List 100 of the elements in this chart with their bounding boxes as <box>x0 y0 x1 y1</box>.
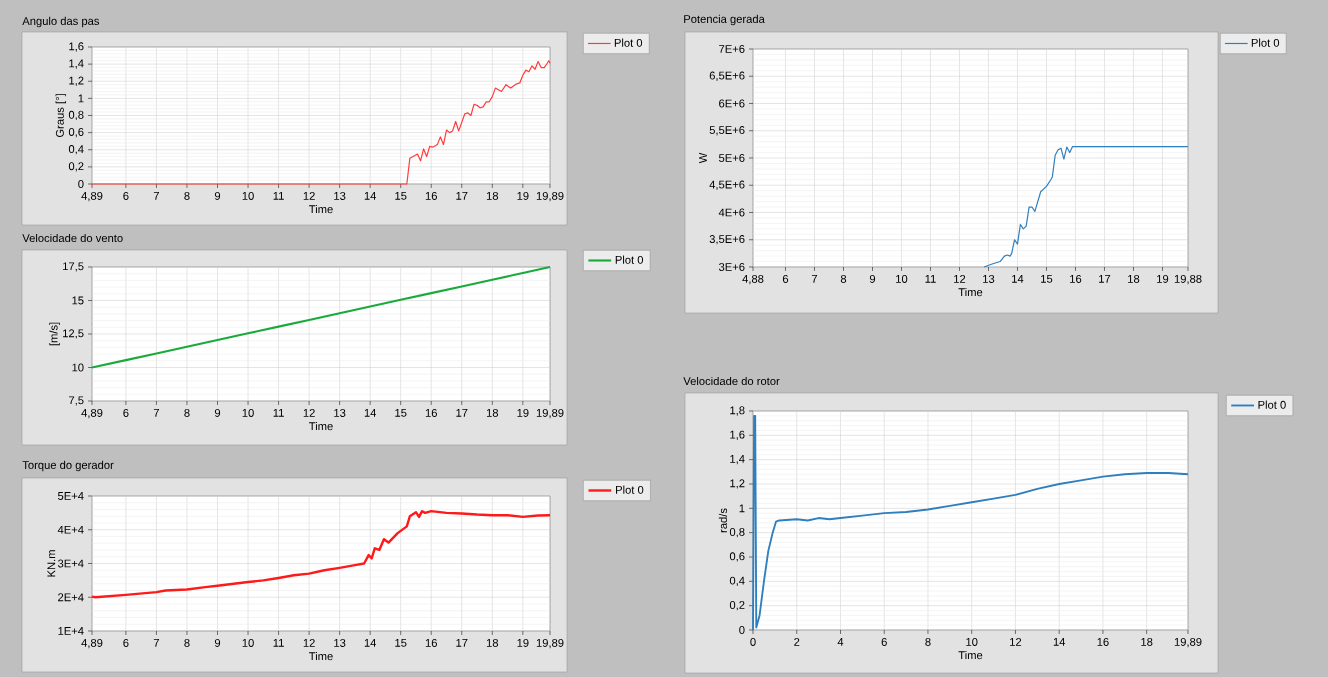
legend-label: Plot 0 <box>615 255 644 264</box>
x-tick-label: 7 <box>811 274 818 283</box>
x-tick-label: 11 <box>273 191 284 200</box>
y-tick-label: 0,8 <box>729 528 745 538</box>
x-tick-label: 15 <box>395 408 407 417</box>
x-tick-label: 7 <box>153 191 159 200</box>
y-tick-label: 7,5 <box>69 396 84 406</box>
x-tick-label: 14 <box>364 638 377 647</box>
x-tick-label: 16 <box>425 408 437 417</box>
x-tick-label: 8 <box>184 408 190 417</box>
x-tick-label: 13 <box>334 638 346 647</box>
y-tick-label: 1,8 <box>730 406 745 416</box>
x-tick-label: 12 <box>954 274 966 283</box>
x-tick-label: 16 <box>1070 274 1082 283</box>
x-tick-label: 4,89 <box>81 191 103 202</box>
y-tick-label: 3E+6 <box>718 263 745 271</box>
y-tick-label: 5E+4 <box>57 492 84 500</box>
x-tick-label: 14 <box>1053 637 1066 646</box>
x-tick-label: 19,88 <box>1174 274 1202 285</box>
x-tick-label: 10 <box>896 274 908 283</box>
y-tick-label: 1,2 <box>69 76 84 86</box>
y-tick-label: 1E+4 <box>58 627 84 635</box>
y-tick-label: 0,8 <box>68 110 84 121</box>
x-tick-label: 8 <box>840 274 847 283</box>
x-tick-label: 13 <box>983 274 995 283</box>
x-tick-label: 7 <box>153 408 159 417</box>
x-tick-label: 8 <box>184 638 190 647</box>
y-tick-label: 1 <box>739 504 745 513</box>
x-tick-label: 17 <box>456 191 468 200</box>
x-tick-label: 15 <box>395 191 407 200</box>
x-tick-label: 19 <box>517 638 529 647</box>
x-tick-label: 12 <box>1010 637 1022 646</box>
y-tick-label: 2E+4 <box>58 593 84 602</box>
x-tick-label: 18 <box>486 408 499 417</box>
x-tick-label: 12 <box>303 191 315 200</box>
x-tick-label: 9 <box>214 408 221 417</box>
x-tick-label: 15 <box>1041 274 1053 283</box>
y-tick-label: 0 <box>739 626 745 634</box>
x-tick-label: 19,89 <box>536 638 564 649</box>
y-tick-label: 0,6 <box>68 127 84 138</box>
line-series <box>90 509 552 599</box>
x-tick-label: 6 <box>123 191 129 200</box>
x-tick-label: 19 <box>1157 274 1169 283</box>
x-tick-label: 19 <box>517 191 529 200</box>
x-tick-label: 7 <box>153 638 159 647</box>
x-tick-label: 17 <box>456 408 468 417</box>
x-tick-label: 14 <box>1012 274 1024 283</box>
x-tick-label: 2 <box>794 637 800 646</box>
x-tick-label: 8 <box>184 191 190 200</box>
x-tick-label: 15 <box>395 638 407 647</box>
x-tick-label: 14 <box>364 191 377 200</box>
y-tick-label: 1,4 <box>730 455 745 465</box>
y-axis-title: Graus [°] <box>55 94 67 138</box>
x-tick-label: 6 <box>123 638 129 647</box>
y-tick-label: 1,2 <box>730 479 745 489</box>
legend-label: Plot 0 <box>616 485 644 494</box>
legend-label: Plot 0 <box>614 38 643 47</box>
x-axis-title: Time <box>309 651 333 661</box>
x-tick-label: 0 <box>750 637 756 646</box>
chart-title: Velocidade do rotor <box>683 376 780 386</box>
x-tick-label: 17 <box>1099 274 1111 283</box>
chart-title: Torque do gerador <box>22 460 114 472</box>
y-tick-label: 0,2 <box>729 601 745 611</box>
x-tick-label: 16 <box>425 191 437 200</box>
x-tick-label: 10 <box>242 191 254 200</box>
x-tick-label: 8 <box>925 637 931 646</box>
y-tick-label: 0,4 <box>729 576 745 586</box>
x-tick-label: 11 <box>273 638 284 647</box>
x-tick-label: 9 <box>214 638 221 647</box>
y-tick-label: 10 <box>72 363 84 372</box>
y-tick-label: 6,5E+6 <box>709 71 745 81</box>
x-tick-label: 19,89 <box>536 191 564 202</box>
y-tick-label: 0 <box>78 180 84 188</box>
x-tick-label: 13 <box>334 408 346 417</box>
legend-label: Plot 0 <box>1251 38 1280 47</box>
y-axis-title: [m/s] <box>49 322 60 346</box>
x-tick-label: 14 <box>364 408 377 417</box>
chart-title: Potencia gerada <box>684 14 765 26</box>
y-tick-label: 0,2 <box>68 162 84 172</box>
x-tick-label: 19,89 <box>536 408 564 419</box>
y-tick-label: 1,6 <box>730 430 745 440</box>
x-tick-label: 11 <box>273 408 284 417</box>
x-tick-label: 19,89 <box>1174 637 1202 648</box>
chart-title: Velocidade do vento <box>22 233 123 243</box>
x-tick-label: 9 <box>869 274 876 283</box>
x-tick-label: 11 <box>925 274 936 283</box>
x-tick-label: 4,89 <box>81 408 103 419</box>
y-tick-label: 17,5 <box>63 262 84 272</box>
x-tick-label: 9 <box>214 191 221 200</box>
x-tick-label: 6 <box>123 408 129 417</box>
y-tick-label: 4E+6 <box>718 208 745 217</box>
x-tick-label: 10 <box>242 638 254 647</box>
y-tick-label: 15 <box>72 296 84 305</box>
y-tick-label: 12,5 <box>63 329 84 339</box>
line-series <box>752 414 1189 631</box>
y-tick-label: 1,6 <box>69 42 84 52</box>
y-tick-label: 1 <box>78 94 84 103</box>
line-series <box>91 60 551 185</box>
x-tick-label: 16 <box>1097 637 1109 646</box>
x-tick-label: 12 <box>303 638 315 647</box>
